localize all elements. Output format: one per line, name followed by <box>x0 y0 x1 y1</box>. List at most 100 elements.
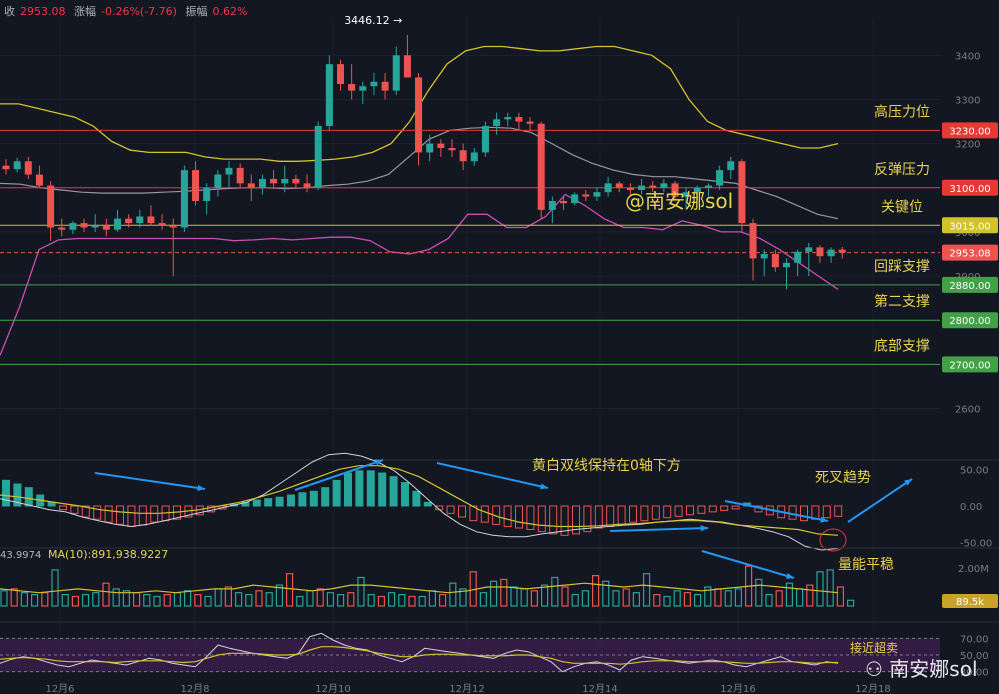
macd-bar <box>515 505 523 529</box>
candle-body <box>660 183 668 188</box>
macd-bar <box>344 472 352 507</box>
macd-bar <box>503 505 512 528</box>
level-price-label: 3230.00 <box>949 126 990 137</box>
level-price-label: 2700.00 <box>949 360 990 371</box>
level-price-badge <box>942 217 998 234</box>
candle-body <box>136 216 144 224</box>
candle-body <box>481 125 489 153</box>
macd-bar <box>47 501 56 507</box>
volume-bar <box>41 592 49 607</box>
candle-body <box>325 64 333 126</box>
candle-body <box>727 161 735 171</box>
candle-body <box>348 84 356 91</box>
level-price-label: 2880.00 <box>949 281 990 292</box>
price-tick-label: 3200 <box>955 140 980 151</box>
macd-bar <box>13 483 22 507</box>
volume-bar <box>724 590 732 607</box>
volume-bar <box>806 584 814 607</box>
macd-bar <box>651 505 660 520</box>
volume-ma-label: MA(10):891,938.9227 <box>48 548 168 561</box>
candle-body <box>582 194 590 197</box>
candle-body <box>337 64 344 85</box>
amplitude-value: 0.62% <box>212 5 248 18</box>
macd-annotation: 死叉趋势 <box>815 470 871 486</box>
level-annotation: 回踩支撑 <box>874 259 930 275</box>
date-tick-label: 12月6 <box>45 683 74 694</box>
macd-bar <box>629 505 637 523</box>
volume-bar <box>673 590 681 607</box>
volume-bar <box>204 595 212 607</box>
volume-bar <box>816 571 824 607</box>
macd-bar <box>800 505 808 522</box>
candle-body <box>158 223 166 226</box>
macd-bar <box>480 505 489 523</box>
volume-bar <box>622 588 630 607</box>
volume-bar <box>347 592 355 607</box>
macd-bar <box>355 470 364 507</box>
candle-body <box>192 170 200 202</box>
volume-bar <box>826 569 834 607</box>
macd-bar <box>275 496 284 507</box>
volume-bar <box>612 590 620 607</box>
amplitude-label: 振幅 <box>185 5 208 18</box>
candle-body <box>214 174 222 188</box>
volume-bar <box>642 573 651 607</box>
macd-bar <box>606 505 615 528</box>
rsi-annotation: 接近超卖 <box>850 640 898 655</box>
volume-bar <box>286 573 294 607</box>
macd-bar <box>731 505 740 510</box>
rsi-signal-line <box>0 646 838 665</box>
volume-bar <box>0 590 8 607</box>
level-annotation: 关键位 <box>881 199 923 215</box>
candle-body <box>794 251 802 263</box>
volume-bar <box>306 590 314 607</box>
trend-arrow <box>609 527 709 532</box>
current-price-label: 2953.08 <box>949 249 990 260</box>
change-label: 涨幅 <box>74 5 96 18</box>
candle-body <box>626 187 634 190</box>
volume-bar <box>133 592 141 607</box>
candle-body <box>615 183 623 188</box>
macd-bar <box>332 479 341 507</box>
candle-body <box>225 167 233 175</box>
volume-bar <box>581 590 590 607</box>
candle-body <box>816 247 824 257</box>
level-price-label: 2800.00 <box>949 316 990 327</box>
candle-body <box>359 86 367 91</box>
macd-bar <box>822 505 831 519</box>
candle-body <box>448 148 456 151</box>
candle-body <box>303 183 311 188</box>
volume-bar <box>683 592 692 607</box>
trend-arrow <box>724 500 829 522</box>
volume-bar <box>734 588 743 607</box>
trend-arrow-head <box>820 516 828 523</box>
volume-bar <box>10 588 18 607</box>
candle-body <box>102 225 110 230</box>
candle-body <box>459 150 467 162</box>
date-tick-label: 12月18 <box>855 683 890 694</box>
volume-bar <box>775 590 783 607</box>
level-price-badge <box>942 356 998 373</box>
macd-bar <box>150 505 159 523</box>
macd-bar <box>321 487 330 507</box>
macd-bar <box>287 494 295 507</box>
volume-bar <box>704 586 712 607</box>
candle-body <box>270 178 278 184</box>
macd-bar <box>674 505 683 517</box>
macd-bar <box>834 505 843 517</box>
current-price-badge <box>942 244 998 261</box>
cross-circle <box>819 528 847 552</box>
macd-bar <box>572 505 580 535</box>
volume-bar <box>795 588 804 607</box>
macd-bar <box>446 505 455 514</box>
candle-body <box>693 187 701 193</box>
macd-bar <box>127 505 136 528</box>
macd-bar <box>298 492 307 507</box>
price-tick-label: 2600 <box>955 405 980 416</box>
macd-bar <box>366 470 375 507</box>
close-label: 收 <box>4 5 15 18</box>
volume-bar <box>316 588 324 607</box>
volume-bar <box>194 593 202 607</box>
candle-body <box>35 174 43 186</box>
